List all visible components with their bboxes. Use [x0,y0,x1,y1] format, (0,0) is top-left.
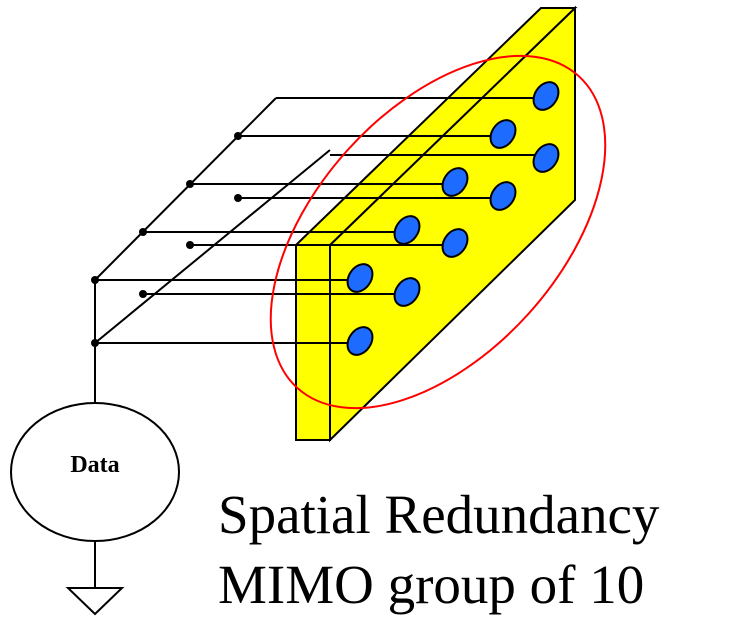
caption-mimo-group: MIMO group of 10 [218,557,644,612]
junction-dot [234,132,242,140]
antenna-panel [296,8,575,440]
splitter-backbone-2 [95,150,330,343]
junction-dot [186,241,194,249]
data-source-label: Data [70,452,119,478]
caption-spatial-redundancy: Spatial Redundancy [218,487,659,542]
junction-dot [186,180,194,188]
splitter-backbone-1 [95,98,276,280]
data-source: Data [11,343,179,614]
junction-dot [234,194,242,202]
junction-dot [139,290,147,298]
junctions [91,132,242,347]
junction-dot [139,228,147,236]
ground-symbol-icon [68,588,122,614]
junction-dot [91,276,99,284]
